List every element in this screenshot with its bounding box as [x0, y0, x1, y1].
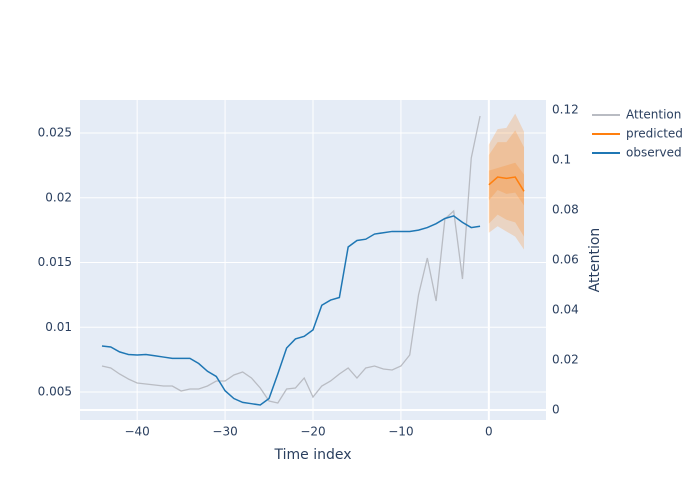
series-line: [488, 176, 525, 192]
prediction-band: [488, 113, 525, 250]
y-tick-label: 0.005: [38, 385, 72, 399]
y2-tick-label: 0.1: [552, 153, 571, 167]
y2-tick-label: 0.12: [552, 103, 579, 117]
y2-tick-label: 0: [552, 403, 560, 417]
prediction-band: [488, 162, 525, 206]
x-axis-title: Time index: [273, 447, 351, 463]
y2-tick-label: 0.06: [552, 253, 579, 267]
prediction-band: [488, 130, 525, 237]
y2-tick-label: 0.04: [552, 303, 579, 317]
x-tick-label: −10: [388, 425, 413, 439]
x-tick-label: 0: [485, 425, 493, 439]
legend-label[interactable]: observed: [626, 146, 682, 160]
x-tick-label: −40: [124, 425, 149, 439]
y2-tick-label: 0.02: [552, 353, 579, 367]
y-tick-label: 0.02: [45, 190, 72, 204]
x-tick-label: −20: [300, 425, 325, 439]
legend-label[interactable]: predicted: [626, 127, 683, 141]
y-tick-label: 0.015: [38, 255, 72, 269]
y-tick-label: 0.025: [38, 126, 72, 140]
x-tick-label: −30: [212, 425, 237, 439]
y-tick-label: 0.01: [45, 320, 72, 334]
series-line: [101, 215, 481, 406]
legend-label[interactable]: Attention: [626, 108, 681, 122]
y2-tick-label: 0.08: [552, 203, 579, 217]
y2-axis-title: Attention: [587, 228, 603, 293]
series-line: [101, 115, 481, 404]
